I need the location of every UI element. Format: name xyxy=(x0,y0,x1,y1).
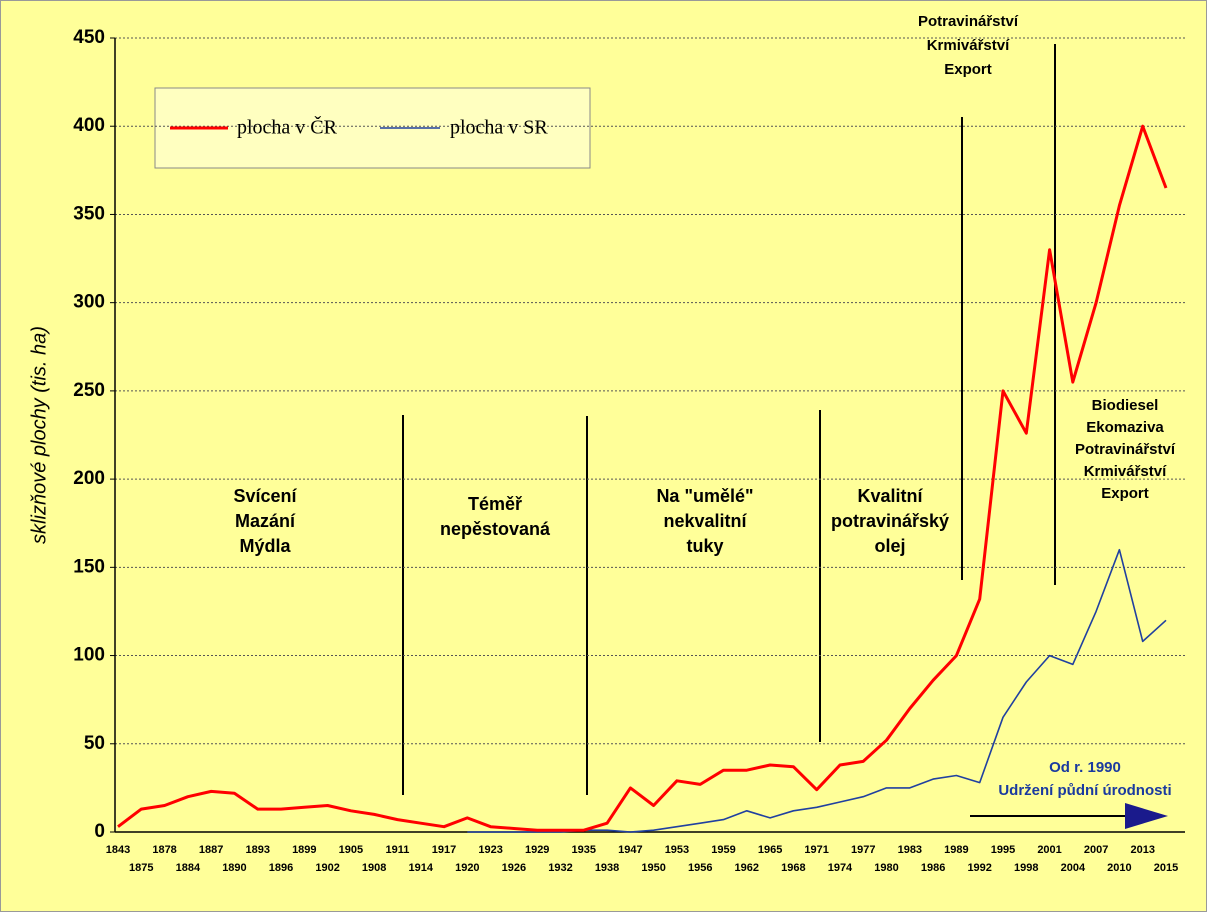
y-tick-label: 0 xyxy=(94,821,105,842)
x-tick-label: 1935 xyxy=(572,844,596,856)
series-line xyxy=(117,124,1168,832)
arrow-head xyxy=(1125,803,1168,829)
x-tick-label: 1974 xyxy=(828,862,853,874)
x-tick-label: 1890 xyxy=(222,862,246,874)
annotation: Export xyxy=(944,61,992,78)
x-tick-label: 1902 xyxy=(315,862,339,874)
y-tick-label: 350 xyxy=(73,203,105,224)
annotation: Svícení xyxy=(233,486,297,506)
x-tick-label: 1980 xyxy=(874,862,898,874)
x-tick-label: 1905 xyxy=(339,844,363,856)
x-tick-label: 2001 xyxy=(1037,844,1061,856)
x-tick-label: 1995 xyxy=(991,844,1015,856)
x-tick-label: 1983 xyxy=(898,844,922,856)
x-tick-label: 1887 xyxy=(199,844,223,856)
annotation: Potravinářství xyxy=(918,13,1019,30)
y-tick-label: 450 xyxy=(73,27,105,48)
annotation: Export xyxy=(1101,485,1149,502)
annotation: potravinářský xyxy=(831,511,949,531)
y-tick-label: 300 xyxy=(73,292,105,313)
annotation: Krmivářství xyxy=(1084,463,1167,480)
legend-label: plocha v SR xyxy=(450,117,548,139)
x-tick-label: 1998 xyxy=(1014,862,1038,874)
x-tick-label: 1914 xyxy=(409,862,434,874)
annotation: Krmivářství xyxy=(927,37,1010,54)
x-tick-label: 2015 xyxy=(1154,862,1178,874)
x-tick-label: 1932 xyxy=(548,862,572,874)
x-tick-label: 1911 xyxy=(386,844,410,856)
x-tick-label: 1926 xyxy=(502,862,526,874)
x-tick-label: 2013 xyxy=(1130,844,1154,856)
annotation: Téměř xyxy=(468,494,522,514)
x-tick-label: 1920 xyxy=(455,862,479,874)
y-tick-label: 400 xyxy=(73,115,105,136)
x-tick-label: 1962 xyxy=(735,862,759,874)
x-tick-label: 1938 xyxy=(595,862,619,874)
annotation: olej xyxy=(874,536,905,556)
x-tick-label: 1875 xyxy=(129,862,153,874)
annotation: Mýdla xyxy=(239,536,291,556)
annotation: Ekomaziva xyxy=(1086,419,1164,436)
x-tick-label: 1878 xyxy=(152,844,176,856)
x-tick-label: 1929 xyxy=(525,844,549,856)
y-tick-label: 250 xyxy=(73,380,105,401)
x-tick-label: 2007 xyxy=(1084,844,1108,856)
annotation: Od r. 1990 xyxy=(1049,759,1121,776)
x-tick-label: 1884 xyxy=(176,862,201,874)
annotation: Udržení půdní úrodnosti xyxy=(998,782,1171,799)
x-tick-label: 1896 xyxy=(269,862,293,874)
annotation: Kvalitní xyxy=(857,486,923,506)
x-tick-label: 1986 xyxy=(921,862,945,874)
x-tick-label: 1923 xyxy=(478,844,502,856)
annotation: nekvalitní xyxy=(663,511,747,531)
x-tick-label: 1992 xyxy=(967,862,991,874)
annotation: Biodiesel xyxy=(1092,397,1159,414)
x-tick-label: 1893 xyxy=(245,844,269,856)
x-tick-label: 1959 xyxy=(711,844,735,856)
annotation: tuky xyxy=(686,536,723,556)
x-tick-label: 1947 xyxy=(618,844,642,856)
x-tick-label: 1899 xyxy=(292,844,316,856)
y-tick-label: 200 xyxy=(73,468,105,489)
x-tick-label: 1989 xyxy=(944,844,968,856)
x-tick-label: 1917 xyxy=(432,844,456,856)
x-tick-label: 1953 xyxy=(665,844,689,856)
annotation: nepěstovaná xyxy=(440,519,551,539)
x-tick-label: 1977 xyxy=(851,844,875,856)
annotation: Na "umělé" xyxy=(656,486,753,506)
x-tick-label: 1971 xyxy=(804,844,828,856)
y-tick-label: 100 xyxy=(73,645,105,666)
annotation: Mazání xyxy=(235,511,296,531)
legend-label: plocha v ČR xyxy=(237,115,338,139)
x-tick-label: 1965 xyxy=(758,844,782,856)
x-tick-label: 1968 xyxy=(781,862,805,874)
x-tick-label: 1956 xyxy=(688,862,712,874)
x-tick-label: 1908 xyxy=(362,862,386,874)
x-tick-label: 2010 xyxy=(1107,862,1131,874)
x-tick-label: 1843 xyxy=(106,844,130,856)
x-tick-label: 1950 xyxy=(641,862,665,874)
annotation: Potravinářství xyxy=(1075,441,1176,458)
x-tick-label: 2004 xyxy=(1061,862,1086,874)
y-axis-label: sklizňové plochy (tis. ha) xyxy=(28,326,50,544)
y-tick-label: 150 xyxy=(73,556,105,577)
y-tick-label: 50 xyxy=(84,733,105,754)
